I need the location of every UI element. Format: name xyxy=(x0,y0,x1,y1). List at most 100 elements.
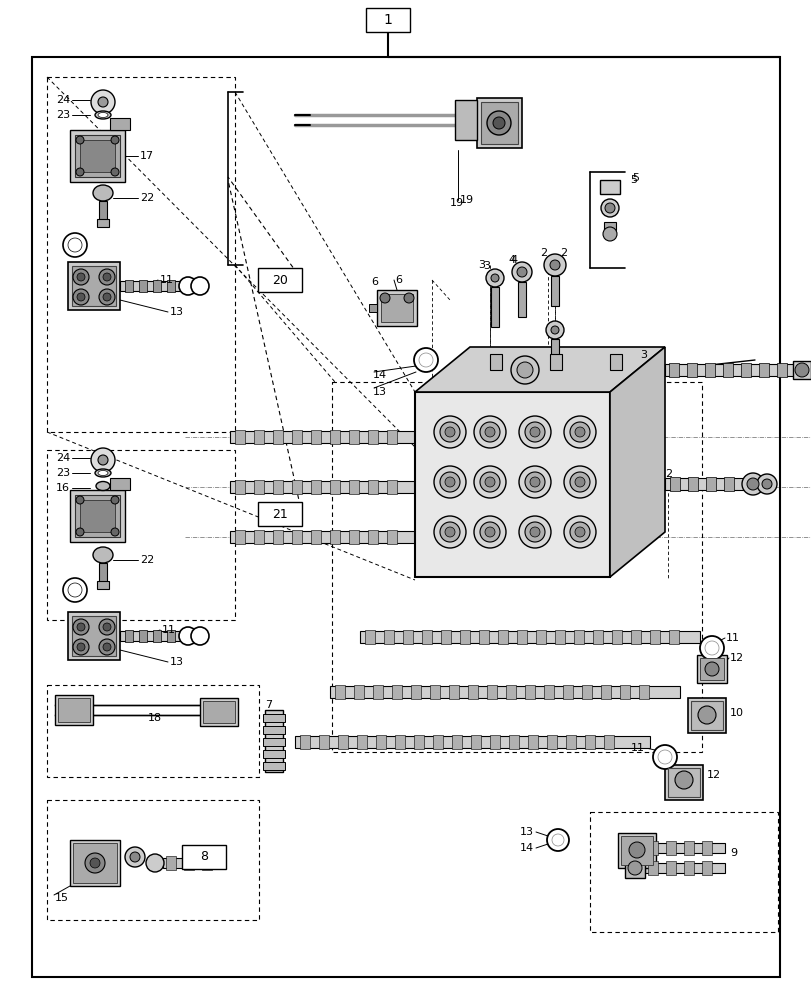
Circle shape xyxy=(178,277,197,295)
Circle shape xyxy=(530,527,539,537)
Circle shape xyxy=(73,289,89,305)
Polygon shape xyxy=(609,347,664,577)
Bar xyxy=(387,430,397,444)
Text: 17: 17 xyxy=(139,151,154,161)
Circle shape xyxy=(525,422,544,442)
Ellipse shape xyxy=(93,185,113,201)
Circle shape xyxy=(380,293,389,303)
Text: 3: 3 xyxy=(639,350,646,360)
Bar xyxy=(311,430,320,444)
Bar xyxy=(167,280,175,292)
Bar xyxy=(181,280,189,292)
Bar xyxy=(234,430,245,444)
Bar xyxy=(452,735,461,749)
Bar xyxy=(375,735,385,749)
Text: 23: 23 xyxy=(56,468,70,478)
Text: 11: 11 xyxy=(630,743,644,753)
Bar xyxy=(489,354,501,370)
Bar xyxy=(254,430,264,444)
Circle shape xyxy=(545,321,564,339)
Text: 4: 4 xyxy=(508,255,514,265)
Bar xyxy=(263,714,285,722)
Circle shape xyxy=(91,448,115,472)
Bar xyxy=(311,530,320,544)
Bar xyxy=(740,363,750,377)
Circle shape xyxy=(76,168,84,176)
Bar xyxy=(70,130,125,182)
Circle shape xyxy=(90,858,100,868)
Text: 3: 3 xyxy=(483,261,489,271)
Bar xyxy=(109,478,130,490)
Circle shape xyxy=(99,619,115,635)
Ellipse shape xyxy=(95,469,111,477)
Circle shape xyxy=(549,260,560,270)
Circle shape xyxy=(574,427,584,437)
Circle shape xyxy=(492,117,504,129)
Bar xyxy=(357,735,367,749)
Bar xyxy=(163,858,223,868)
Bar xyxy=(687,477,697,491)
Bar xyxy=(565,735,575,749)
Circle shape xyxy=(76,496,84,504)
Circle shape xyxy=(491,274,499,282)
Circle shape xyxy=(699,636,723,660)
Bar xyxy=(254,530,264,544)
Circle shape xyxy=(510,356,539,384)
Circle shape xyxy=(479,522,500,542)
Bar xyxy=(181,630,189,642)
Bar xyxy=(683,861,693,875)
Bar xyxy=(200,698,238,726)
Bar xyxy=(75,135,120,177)
Bar xyxy=(349,530,358,544)
Circle shape xyxy=(76,136,84,144)
Bar xyxy=(70,840,120,886)
Bar xyxy=(109,118,130,130)
Circle shape xyxy=(629,842,644,858)
Text: 3: 3 xyxy=(478,260,484,270)
Circle shape xyxy=(125,847,145,867)
Bar xyxy=(55,695,93,725)
Bar xyxy=(476,98,521,148)
Bar xyxy=(58,698,90,722)
Bar xyxy=(337,735,348,749)
Bar xyxy=(551,276,558,306)
Circle shape xyxy=(73,269,89,285)
Bar xyxy=(367,530,378,544)
Circle shape xyxy=(68,238,82,252)
Bar xyxy=(234,530,245,544)
Bar xyxy=(517,630,526,644)
Bar xyxy=(497,630,508,644)
Bar xyxy=(299,735,310,749)
Bar xyxy=(384,630,393,644)
Bar xyxy=(99,563,107,583)
Bar xyxy=(460,630,470,644)
Circle shape xyxy=(756,474,776,494)
Bar xyxy=(686,363,696,377)
Circle shape xyxy=(98,97,108,107)
Bar xyxy=(254,480,264,494)
Circle shape xyxy=(574,477,584,487)
Bar xyxy=(630,630,640,644)
Text: 16: 16 xyxy=(56,483,70,493)
Bar xyxy=(294,736,649,748)
Circle shape xyxy=(564,466,595,498)
Bar xyxy=(329,530,340,544)
Circle shape xyxy=(91,90,115,114)
Circle shape xyxy=(73,639,89,655)
Bar xyxy=(372,685,383,699)
Bar xyxy=(489,735,500,749)
Bar xyxy=(467,685,478,699)
Circle shape xyxy=(600,199,618,217)
Circle shape xyxy=(484,427,495,437)
Bar xyxy=(387,530,397,544)
Bar xyxy=(349,430,358,444)
Bar xyxy=(543,685,553,699)
Bar xyxy=(624,858,644,878)
Bar xyxy=(649,630,659,644)
Bar xyxy=(758,363,768,377)
Text: 11: 11 xyxy=(725,633,739,643)
Bar xyxy=(664,364,794,376)
Circle shape xyxy=(474,416,505,448)
Text: 10: 10 xyxy=(729,708,743,718)
Text: 2: 2 xyxy=(539,248,547,258)
